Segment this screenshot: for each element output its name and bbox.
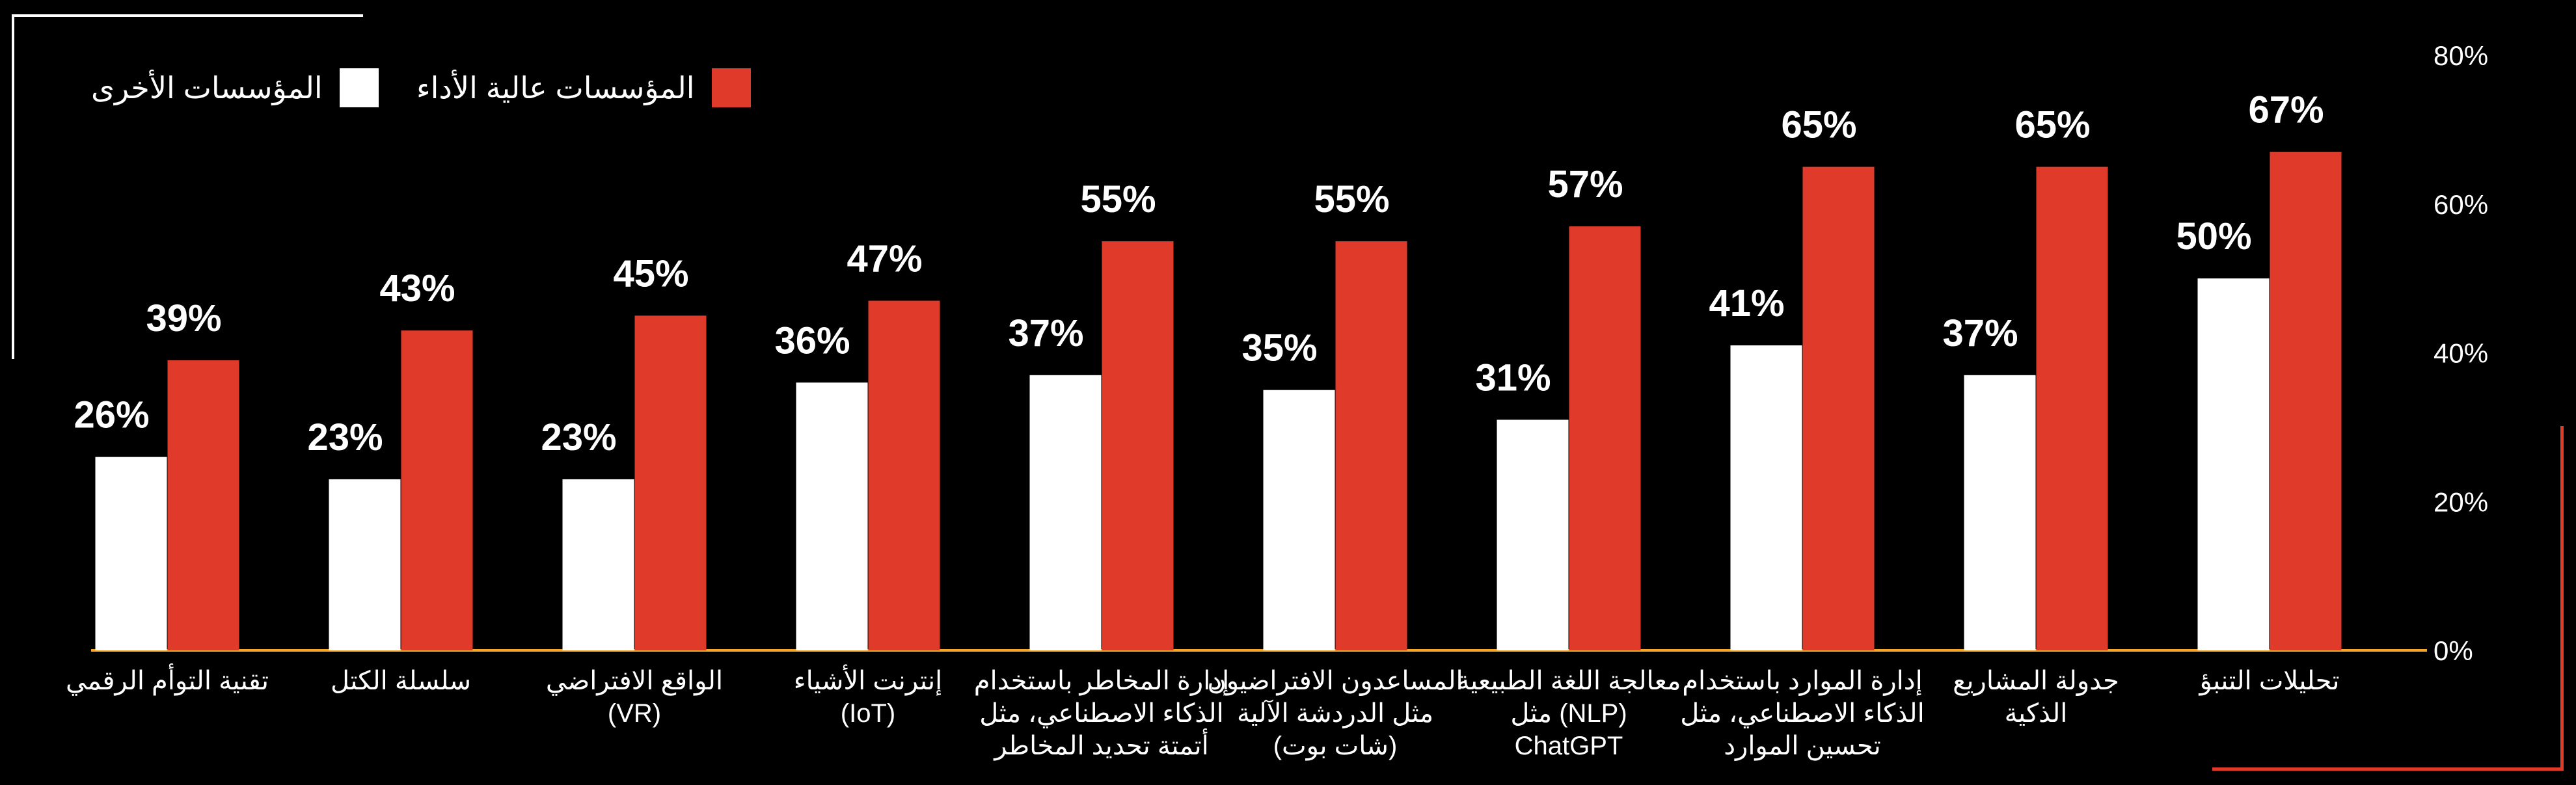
y-tick-label: 20% bbox=[2434, 486, 2488, 517]
data-label-high: 55% bbox=[1314, 178, 1389, 220]
data-label-high: 67% bbox=[2248, 89, 2324, 131]
bar-high bbox=[2270, 152, 2342, 650]
bar-other bbox=[329, 479, 401, 650]
legend-label-other: المؤسسات الأخرى bbox=[91, 71, 323, 105]
bar-other bbox=[2197, 278, 2270, 650]
data-label-other: 26% bbox=[74, 394, 149, 436]
category-label-line: أتمتة تحديد المخاطر bbox=[993, 728, 1209, 761]
bar-other bbox=[1497, 419, 1569, 650]
data-label-other: 35% bbox=[1241, 327, 1317, 369]
category-label-line: إدارة المخاطر باستخدام bbox=[974, 667, 1229, 696]
category-label-line: إنترنت الأشياء bbox=[794, 664, 942, 696]
bar-other bbox=[796, 382, 868, 650]
category-label-line: الذكاء الاصطناعي، مثل bbox=[979, 699, 1223, 728]
bar-high bbox=[868, 300, 940, 650]
legend-swatch-other bbox=[339, 68, 379, 107]
data-label-high: 65% bbox=[2014, 104, 2090, 146]
category-label: معالجة اللغة الطبيعية (NLP) مثل ChatGPT bbox=[1457, 667, 1681, 760]
legend-item-high: المؤسسات عالية الأداء bbox=[416, 65, 751, 111]
data-label-other: 23% bbox=[307, 416, 383, 459]
bar-other bbox=[1263, 390, 1335, 650]
bar-high bbox=[1802, 166, 1875, 650]
bar-other bbox=[1029, 375, 1102, 650]
bar-high bbox=[2036, 166, 2108, 650]
y-tick-label: 80% bbox=[2434, 40, 2488, 71]
category-label-line: تقنية التوأم الرقمي bbox=[66, 663, 269, 696]
category-label-line: الواقع الافتراضي bbox=[546, 667, 723, 696]
legend-item-other: المؤسسات الأخرى bbox=[91, 65, 379, 111]
bar-high bbox=[167, 360, 239, 650]
data-label-high: 47% bbox=[847, 237, 922, 280]
category-label: سلسلة الكتل bbox=[331, 667, 471, 695]
data-label-other: 37% bbox=[1008, 312, 1083, 354]
category-label: جدولة المشاريع الذكية bbox=[1953, 667, 2119, 728]
category-label-line: (IoT) bbox=[841, 699, 895, 728]
category-label-line: المساعدون الافتراضيون bbox=[1207, 667, 1463, 696]
category-label-line: سلسلة الكتل bbox=[331, 667, 471, 695]
data-label-high: 55% bbox=[1080, 178, 1156, 220]
bar-other bbox=[95, 457, 167, 650]
bar-high bbox=[1102, 241, 1174, 650]
category-label-line: (شات بوت) bbox=[1273, 732, 1398, 761]
data-label-high: 57% bbox=[1547, 163, 1623, 206]
frame-corner-bottom-right-vertical bbox=[2560, 426, 2564, 771]
category-label-line: الذكية bbox=[2005, 699, 2068, 728]
category-label-line: إدارة الموارد باستخدام bbox=[1682, 667, 1922, 696]
bar-other bbox=[562, 479, 634, 650]
data-label-other: 23% bbox=[541, 416, 616, 459]
category-label: إدارة الموارد باستخدام الذكاء الاصطناعي، … bbox=[1680, 667, 1924, 761]
bar-other bbox=[1730, 345, 1802, 650]
y-tick-label: 40% bbox=[2434, 338, 2488, 369]
category-label-line: (VR) bbox=[608, 699, 661, 728]
category-label-line: تحليلات التنبؤ bbox=[2198, 667, 2339, 696]
category-label-line: جدولة المشاريع bbox=[1953, 667, 2119, 696]
data-label-other: 50% bbox=[2176, 215, 2251, 258]
legend-swatch-high bbox=[711, 68, 751, 107]
legend-label-high: المؤسسات عالية الأداء bbox=[416, 71, 695, 105]
data-label-other: 31% bbox=[1475, 356, 1551, 399]
category-label-line: ChatGPT bbox=[1515, 732, 1623, 760]
category-label-line: مثل الدردشة الآلية bbox=[1237, 699, 1433, 728]
bar-high bbox=[1335, 241, 1407, 650]
data-label-other: 37% bbox=[1942, 312, 2018, 354]
category-label: المساعدون الافتراضيون مثل الدردشة الآلية (… bbox=[1207, 667, 1463, 761]
category-label: إنترنت الأشياء (IoT) bbox=[794, 664, 942, 728]
data-label-high: 45% bbox=[613, 252, 688, 295]
data-label-other: 36% bbox=[774, 319, 850, 362]
category-label: تقنية التوأم الرقمي bbox=[66, 663, 269, 696]
category-label: إدارة المخاطر باستخدام الذكاء الاصطناعي، … bbox=[974, 667, 1229, 761]
category-label-line: تحسين الموارد bbox=[1724, 732, 1881, 761]
data-label-high: 65% bbox=[1781, 104, 1856, 146]
bar-other bbox=[1964, 375, 2036, 650]
bar-high bbox=[634, 315, 707, 650]
y-tick-label: 60% bbox=[2434, 189, 2488, 220]
frame-corner-top-left-horizontal bbox=[12, 14, 363, 17]
category-label-line: الذكاء الاصطناعي، مثل bbox=[1680, 699, 1924, 728]
category-label-line: معالجة اللغة الطبيعية bbox=[1457, 667, 1681, 695]
category-label-line: (NLP) مثل bbox=[1510, 699, 1627, 728]
bar-high bbox=[401, 330, 473, 650]
data-label-high: 39% bbox=[146, 297, 221, 339]
category-label: الواقع الافتراضي (VR) bbox=[546, 667, 723, 728]
data-label-other: 41% bbox=[1709, 282, 1784, 325]
frame-corner-bottom-right-horizontal bbox=[2212, 767, 2564, 771]
category-label: تحليلات التنبؤ bbox=[2198, 667, 2339, 696]
data-label-high: 43% bbox=[379, 267, 455, 310]
y-tick-label: 0% bbox=[2434, 635, 2473, 666]
frame-corner-top-left-vertical bbox=[12, 14, 14, 359]
bar-high bbox=[1569, 226, 1641, 650]
